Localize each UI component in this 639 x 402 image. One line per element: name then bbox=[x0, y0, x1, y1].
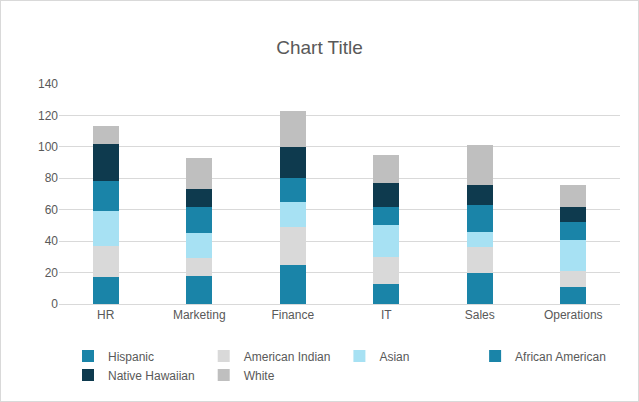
svg-text:HR: HR bbox=[97, 308, 115, 322]
svg-text:Hispanic: Hispanic bbox=[108, 350, 154, 364]
svg-text:40: 40 bbox=[45, 234, 59, 248]
svg-text:Finance: Finance bbox=[271, 308, 314, 322]
svg-text:60: 60 bbox=[45, 203, 59, 217]
svg-text:Native Hawaiian: Native Hawaiian bbox=[108, 369, 195, 383]
svg-text:0: 0 bbox=[51, 297, 58, 311]
svg-text:20: 20 bbox=[45, 266, 59, 280]
svg-text:140: 140 bbox=[38, 77, 58, 91]
svg-text:Operations: Operations bbox=[544, 308, 603, 322]
svg-text:IT: IT bbox=[381, 308, 392, 322]
svg-text:Sales: Sales bbox=[465, 308, 495, 322]
svg-text:100: 100 bbox=[38, 140, 58, 154]
svg-text:120: 120 bbox=[38, 109, 58, 123]
svg-text:Chart Title: Chart Title bbox=[276, 37, 363, 58]
svg-text:80: 80 bbox=[45, 171, 59, 185]
svg-text:African American: African American bbox=[515, 350, 606, 364]
svg-text:American Indian: American Indian bbox=[244, 350, 331, 364]
svg-text:White: White bbox=[244, 369, 275, 383]
svg-text:Asian: Asian bbox=[379, 350, 409, 364]
svg-text:Marketing: Marketing bbox=[173, 308, 226, 322]
